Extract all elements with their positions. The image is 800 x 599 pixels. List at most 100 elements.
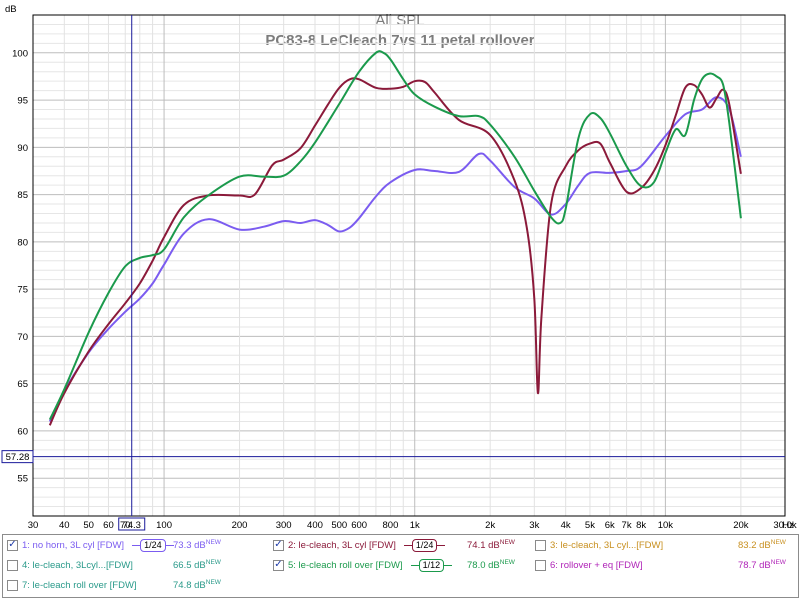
x-tick-label: 300	[276, 520, 292, 531]
legend-value-text: 66.5 dB	[173, 560, 206, 571]
y-tick-label: 65	[17, 379, 28, 390]
x-tick-label: 5k	[585, 520, 595, 531]
smoothing-line-right	[165, 544, 174, 546]
legend-item[interactable]: 3: le-cleach, 3L cyl...[FDW]	[535, 536, 663, 554]
cursor-layer[interactable]: 57.28 74.3	[1, 15, 785, 531]
smoothing-line-left	[410, 564, 419, 566]
x-tick-label: 70	[120, 520, 131, 531]
y-tick-label: 70	[17, 332, 28, 343]
x-tick-label: 30.0k	[773, 520, 796, 531]
smoothing-label: 1/12	[418, 558, 445, 572]
y-tick-label: 75	[17, 285, 28, 296]
x-tick-label: 7k	[622, 520, 632, 531]
x-tick-label: 500	[331, 520, 347, 531]
x-tick-label: 600	[351, 520, 367, 531]
x-tick-label: 1k	[410, 520, 420, 531]
legend-value-text: 74.1 dB	[467, 540, 500, 551]
cursor-x-readout: 74.3	[122, 520, 141, 531]
y-tick-label: 100	[12, 48, 28, 59]
series-line	[48, 77, 742, 426]
smoothing-badge[interactable]: 1/24	[132, 538, 174, 552]
x-tick-label: 2k	[485, 520, 495, 531]
legend-value-text: 74.8 dB	[173, 580, 206, 591]
legend-item[interactable]: 6: rollover + eq [FDW]	[535, 556, 643, 574]
legend-checkbox[interactable]: ✓	[7, 539, 18, 551]
x-tick-label: 10k	[658, 520, 674, 531]
series-line	[48, 96, 742, 422]
legend-label: 5: le-cleach roll over [FDW]	[288, 559, 403, 571]
legend-checkbox[interactable]	[7, 559, 18, 571]
legend-value-new-tag: NEW	[205, 579, 221, 586]
series-layer	[48, 50, 742, 426]
y-ticks: 55 60 65 70 75 80 85 90 95 100	[12, 48, 28, 484]
x-tick-label: 60	[103, 520, 114, 531]
x-ticks: 30 40 50 60 70 100 200 300 400 500 600 800 1k 2k 3k 4k 5…	[28, 520, 797, 531]
legend-checkbox[interactable]: ✓	[273, 559, 284, 571]
x-tick-label: 6k	[605, 520, 615, 531]
y-tick-label: 95	[17, 96, 28, 107]
y-axis-label: dB	[5, 4, 17, 15]
smoothing-badge[interactable]: 1/12	[410, 558, 453, 572]
legend-value-new-tag: NEW	[770, 559, 786, 566]
legend-value-text: 78.7 dB	[738, 560, 771, 571]
legend-value: 73.3 dBNEW	[173, 539, 221, 551]
x-tick-label: 200	[232, 520, 248, 531]
smoothing-line-left	[403, 544, 412, 546]
legend-item[interactable]: 4: le-cleach, 3Lcyl...[FDW]	[7, 556, 133, 574]
legend-item[interactable]: ✓ 2: le-cleach, 3L cyl [FDW] 1/24	[273, 536, 446, 554]
legend-value-new-tag: NEW	[205, 559, 221, 566]
legend-value: 66.5 dBNEW	[173, 559, 221, 571]
legend-value: 78.0 dBNEW	[467, 559, 515, 571]
legend-label: 6: rollover + eq [FDW]	[550, 559, 643, 571]
legend-label: 7: le-cleach roll over [FDW]	[22, 579, 137, 591]
grid	[32, 14, 786, 517]
legend-label: 4: le-cleach, 3Lcyl...[FDW]	[22, 559, 133, 571]
x-unit-label: Hz	[782, 520, 794, 531]
legend-value: 74.1 dBNEW	[467, 539, 515, 551]
legend-value: 74.8 dBNEW	[173, 579, 221, 591]
cursor-y-readout-box	[1, 450, 34, 464]
chart-subtitle: PC83-8 LeCleach 7vs 11 petal rollover	[265, 32, 534, 49]
x-tick-label: 20k	[733, 520, 749, 531]
x-tick-label: 40	[59, 520, 70, 531]
legend-value-new-tag: NEW	[205, 539, 221, 546]
legend-value-text: 73.3 dB	[173, 540, 206, 551]
x-tick-label: 800	[383, 520, 399, 531]
legend-value: 78.7 dBNEW	[738, 559, 786, 571]
legend-label: 1: no horn, 3L cyl [FDW]	[22, 539, 125, 551]
y-tick-label: 90	[17, 143, 28, 154]
x-tick-label: 400	[307, 520, 323, 531]
legend-label: 3: le-cleach, 3L cyl...[FDW]	[550, 539, 664, 551]
smoothing-line-left	[132, 544, 141, 546]
smoothing-label: 1/24	[140, 538, 166, 552]
legend-checkbox[interactable]	[535, 559, 546, 571]
legend-checkbox[interactable]	[7, 579, 18, 591]
x-tick-label: 30	[28, 520, 39, 531]
y-tick-label: 80	[17, 237, 28, 248]
legend-value-new-tag: NEW	[499, 559, 515, 566]
legend-checkbox[interactable]	[535, 539, 546, 551]
series-line	[48, 50, 742, 421]
legend-item[interactable]: ✓ 1: no horn, 3L cyl [FDW] 1/24	[7, 536, 174, 554]
plot-frame	[32, 14, 786, 517]
x-tick-label: 4k	[561, 520, 571, 531]
x-tick-label: 50	[83, 520, 94, 531]
smoothing-line-right	[437, 544, 446, 546]
legend-panel: ✓ 1: no horn, 3L cyl [FDW] 1/24 73.3 dBNEW ✓…	[2, 534, 799, 598]
spl-chart: All SPL PC83-8 LeCleach 7vs 11 petal rol…	[1, 4, 797, 531]
legend-value-new-tag: NEW	[499, 539, 515, 546]
x-tick-label: 8k	[636, 520, 646, 531]
y-tick-label: 85	[17, 190, 28, 201]
legend-checkbox[interactable]: ✓	[273, 539, 284, 551]
y-tick-label: 55	[17, 474, 28, 485]
x-tick-label: 3k	[529, 520, 539, 531]
legend-item[interactable]: ✓ 5: le-cleach roll over [FDW] 1/12	[273, 556, 453, 574]
legend-label: 2: le-cleach, 3L cyl [FDW]	[288, 539, 396, 551]
legend-value-text: 83.2 dB	[738, 540, 771, 551]
cursor-x-readout-box	[118, 517, 146, 531]
legend-item[interactable]: 7: le-cleach roll over [FDW]	[7, 576, 137, 594]
cursor-y-readout: 57.28	[6, 452, 30, 463]
legend-value-text: 78.0 dB	[467, 560, 500, 571]
smoothing-line-right	[444, 564, 453, 566]
smoothing-badge[interactable]: 1/24	[403, 538, 446, 552]
